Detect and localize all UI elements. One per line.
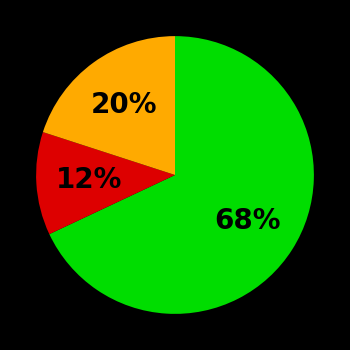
Wedge shape [49, 36, 314, 314]
Wedge shape [43, 36, 175, 175]
Text: 68%: 68% [215, 207, 281, 235]
Wedge shape [36, 132, 175, 234]
Text: 20%: 20% [91, 91, 158, 119]
Text: 12%: 12% [56, 166, 122, 194]
